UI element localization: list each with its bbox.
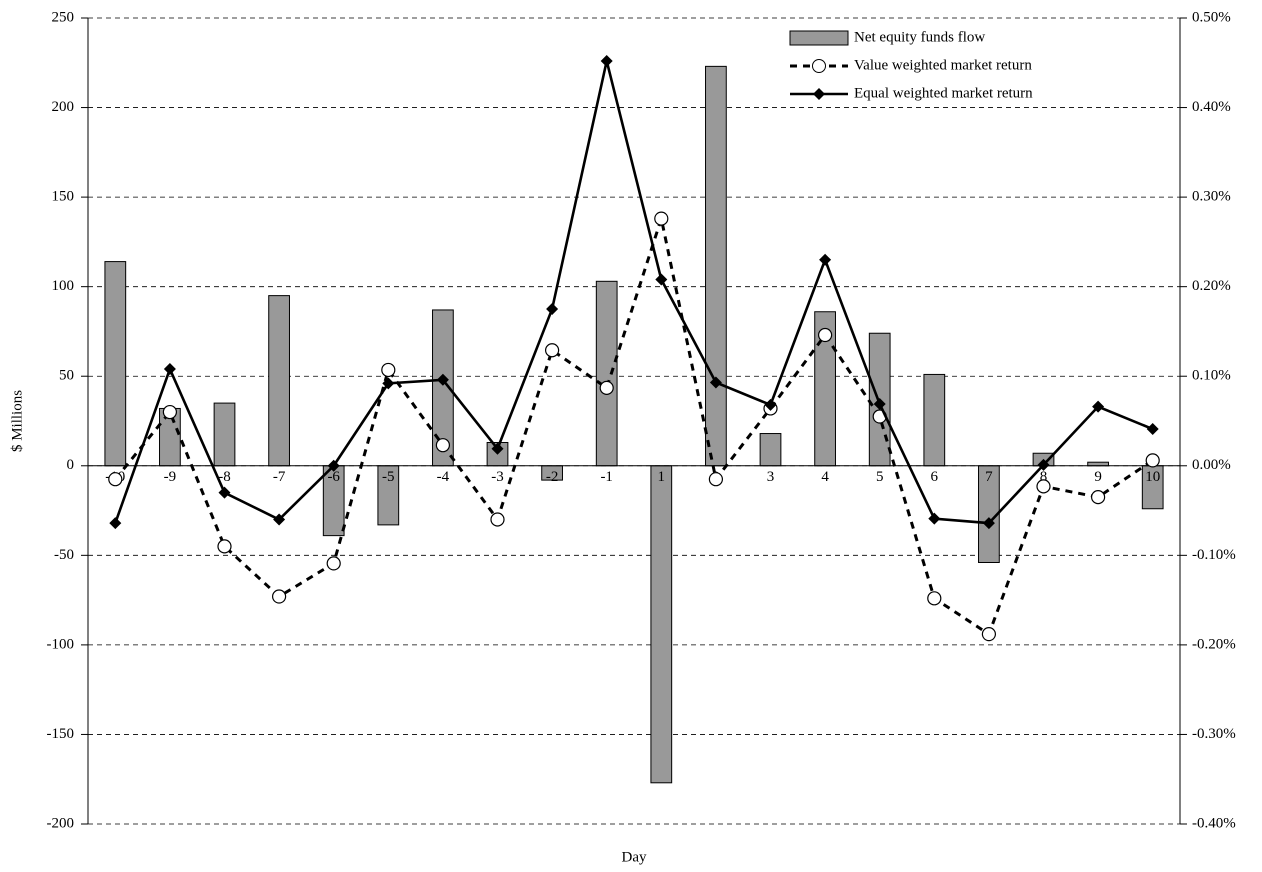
x-tick-label: 8 <box>1040 469 1048 485</box>
bar <box>595 280 618 467</box>
x-axis-label: Day <box>622 849 647 865</box>
marker <box>1146 423 1159 436</box>
x-tick-label: -7 <box>273 469 286 485</box>
legend-label: Net equity funds flow <box>854 29 985 45</box>
bar <box>213 402 236 467</box>
bar <box>923 373 946 467</box>
marker <box>109 517 122 530</box>
x-tick-label: 7 <box>985 469 993 485</box>
y-tick-label: 150 <box>52 189 75 205</box>
line <box>114 60 1154 525</box>
x-tick-label: -8 <box>218 469 231 485</box>
y-tick-label: -50 <box>54 547 74 563</box>
marker <box>326 556 341 571</box>
y-axis-label: $ Millions <box>9 390 25 452</box>
y2-tick-label: 0.00% <box>1192 457 1231 473</box>
marker <box>436 373 449 386</box>
y-tick-label: -200 <box>47 815 75 831</box>
bar <box>759 433 782 467</box>
y-tick-label: -100 <box>47 636 75 652</box>
marker <box>928 512 941 525</box>
marker <box>600 54 613 67</box>
legend-label: Equal weighted market return <box>854 85 1033 101</box>
marker <box>599 380 614 395</box>
marker <box>218 486 231 499</box>
marker <box>981 627 997 642</box>
marker <box>817 327 833 343</box>
y-tick-label: -150 <box>47 726 75 742</box>
bar <box>705 65 727 467</box>
x-tick-label: -4 <box>437 469 450 485</box>
x-tick-label: -5 <box>382 469 395 485</box>
marker <box>435 438 450 453</box>
marker <box>873 397 886 410</box>
y2-tick-label: -0.10% <box>1192 547 1236 563</box>
marker <box>709 376 722 389</box>
marker <box>764 398 777 411</box>
x-tick-label: 3 <box>767 469 775 485</box>
marker <box>491 442 504 455</box>
marker <box>927 591 942 606</box>
marker <box>819 253 832 266</box>
marker <box>381 362 396 378</box>
line <box>114 212 1154 637</box>
legend-marker <box>812 59 826 73</box>
marker <box>1145 453 1160 468</box>
x-tick-label: 6 <box>931 469 939 485</box>
marker <box>1090 490 1106 505</box>
y2-tick-label: 0.20% <box>1192 278 1231 294</box>
bar <box>268 295 290 467</box>
y2-tick-label: 0.50% <box>1192 9 1231 25</box>
y-tick-label: 200 <box>52 99 75 115</box>
x-tick-label: 5 <box>876 469 884 485</box>
x-tick-label: 1 <box>658 469 666 485</box>
marker <box>546 303 559 316</box>
marker <box>708 472 724 487</box>
y2-tick-label: 0.10% <box>1192 368 1231 384</box>
x-tick-label: 9 <box>1094 469 1102 485</box>
legend-marker <box>813 88 825 100</box>
marker <box>544 343 560 358</box>
x-tick-label: -2 <box>546 469 559 485</box>
y-tick-label: 0 <box>67 457 75 473</box>
x-tick-label: -1 <box>600 469 613 485</box>
y2-tick-label: -0.20% <box>1192 636 1236 652</box>
y-tick-label: 250 <box>52 9 75 25</box>
marker <box>382 377 395 390</box>
y-tick-label: 100 <box>52 278 75 294</box>
marker <box>163 363 176 376</box>
legend-label: Value weighted market return <box>854 57 1032 73</box>
y2-tick-label: -0.30% <box>1192 726 1236 742</box>
y2-tick-label: -0.40% <box>1192 815 1236 831</box>
marker <box>162 404 177 420</box>
marker <box>272 589 287 604</box>
x-tick-label: -6 <box>327 469 340 485</box>
marker <box>273 513 286 526</box>
marker <box>217 539 232 554</box>
x-tick-label: -9 <box>164 469 177 485</box>
x-tick-label: 4 <box>821 469 829 485</box>
y2-tick-label: 0.30% <box>1192 189 1231 205</box>
marker <box>490 512 505 527</box>
marker <box>327 459 340 472</box>
bar <box>104 261 127 467</box>
marker <box>982 517 995 530</box>
marker <box>1036 479 1051 494</box>
legend-swatch <box>789 30 849 46</box>
marker <box>1037 458 1050 471</box>
marker <box>654 211 669 226</box>
y2-tick-label: 0.40% <box>1192 99 1231 115</box>
bar <box>650 465 673 784</box>
bar <box>1087 461 1109 467</box>
x-tick-label: 10 <box>1145 469 1160 485</box>
marker <box>655 273 668 286</box>
y-tick-label: 50 <box>59 368 74 384</box>
marker <box>1092 400 1105 413</box>
marker <box>108 472 123 487</box>
x-tick-label: -3 <box>491 469 504 485</box>
